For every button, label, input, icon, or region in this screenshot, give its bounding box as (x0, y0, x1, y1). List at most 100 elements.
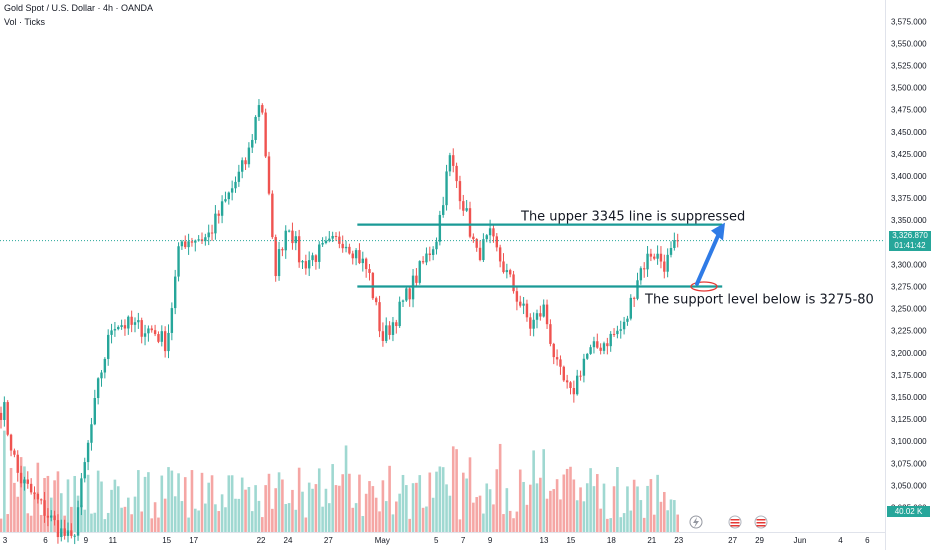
candle-body (485, 235, 488, 240)
volume-bar (354, 503, 358, 532)
volume-bar (539, 477, 542, 532)
volume-bar (458, 519, 462, 532)
projection-arrow (695, 222, 725, 286)
volume-bar (485, 483, 489, 532)
price-tick-label: 3,525.000 (891, 61, 927, 70)
candle-body (415, 275, 418, 283)
flag-stripe (730, 519, 740, 521)
volume-bar (140, 511, 143, 532)
horizontal-levels[interactable] (357, 223, 723, 288)
time-tick-label: 3 (3, 536, 8, 545)
volume-bar (250, 511, 254, 532)
candle-body (488, 228, 492, 236)
price-tick-label: 3,300.000 (891, 260, 927, 269)
volume-bar (106, 512, 110, 532)
candle-body (227, 192, 230, 200)
candle-body (351, 253, 354, 259)
volume-bar (204, 503, 207, 532)
candle-body (53, 515, 56, 521)
volume-bars (0, 430, 679, 532)
event-icons (689, 515, 768, 529)
candle-body (445, 171, 448, 206)
candle-body (401, 300, 405, 302)
volume-bar (147, 472, 150, 532)
candle-body (519, 301, 522, 306)
volume-bar (247, 486, 251, 532)
volume-bar (33, 493, 36, 532)
candle-body (368, 269, 371, 273)
candle-body (23, 479, 26, 484)
candle-body (107, 334, 110, 359)
volume-bar (388, 465, 391, 532)
price-tick-label: 3,500.000 (891, 84, 927, 93)
volume-bar (351, 507, 355, 532)
candle-body (40, 499, 43, 501)
candle-body (452, 155, 455, 166)
volume-bar (616, 467, 619, 532)
candle-body (103, 358, 107, 373)
candle-body (448, 155, 452, 172)
candle-body (29, 483, 33, 493)
candle-body (63, 528, 66, 536)
volume-bar (525, 504, 529, 532)
candle-body (43, 500, 46, 516)
time-tick-label: 27 (728, 536, 737, 545)
volume-bar (177, 473, 180, 532)
volume-bar (143, 476, 147, 532)
candle-body (163, 331, 167, 352)
volume-bar (462, 472, 465, 532)
time-tick-label: May (375, 536, 390, 545)
price-tick-label: 3,575.000 (891, 17, 927, 26)
volume-bar (133, 496, 137, 532)
candle-body (36, 494, 40, 500)
volume-bar (321, 506, 324, 532)
volume-bar (465, 478, 468, 532)
candle-body (525, 303, 529, 318)
volume-bar (421, 507, 425, 532)
candle-body (76, 507, 80, 536)
candle-body (0, 412, 3, 420)
volume-bar (642, 517, 646, 532)
candle-body (532, 319, 535, 329)
volume-bar (441, 467, 445, 532)
candle-body (277, 249, 281, 277)
candle-body (133, 322, 137, 325)
volume-bar (19, 457, 23, 532)
volume-bar (297, 467, 301, 532)
volume-bar (220, 494, 224, 532)
candle-body (643, 268, 646, 270)
candle-body (207, 232, 210, 238)
volume-bar (663, 491, 666, 532)
candle-body (364, 258, 368, 270)
candle-body (659, 253, 663, 262)
candle-body (224, 199, 227, 202)
volume-bar (381, 480, 385, 532)
candle-body (321, 243, 324, 245)
volume-bar (317, 468, 321, 532)
candle-body (512, 274, 515, 292)
volume-bar (579, 487, 582, 532)
volume-bar (338, 485, 341, 532)
candle-body (314, 255, 318, 262)
time-axis[interactable]: 3 6 9 11 15 17 22 24 27 May 5 7 9 13 15 18 21 23 27 29 Jun 4 6 (3, 536, 870, 545)
price-tick-label: 3,550.000 (891, 39, 927, 48)
volume-bar (522, 481, 525, 532)
candle-body (656, 253, 659, 259)
candle-body (555, 357, 559, 360)
volume-bar (398, 493, 401, 532)
volume-bar (244, 489, 247, 532)
candle-body (395, 322, 398, 327)
volume-bar (622, 513, 626, 532)
price-axis[interactable]: 3,575.000 3,550.000 3,525.000 3,500.000 3,47… (885, 0, 928, 550)
candle-body (301, 261, 304, 263)
candle-body (96, 378, 100, 399)
volume-bar (626, 486, 629, 532)
candle-body (130, 316, 133, 325)
candle-body (542, 304, 545, 317)
volume-bar (267, 473, 271, 532)
volume-bar (100, 481, 103, 532)
candle-body (586, 353, 589, 359)
volume-bar (572, 479, 576, 532)
candle-body (318, 244, 321, 262)
